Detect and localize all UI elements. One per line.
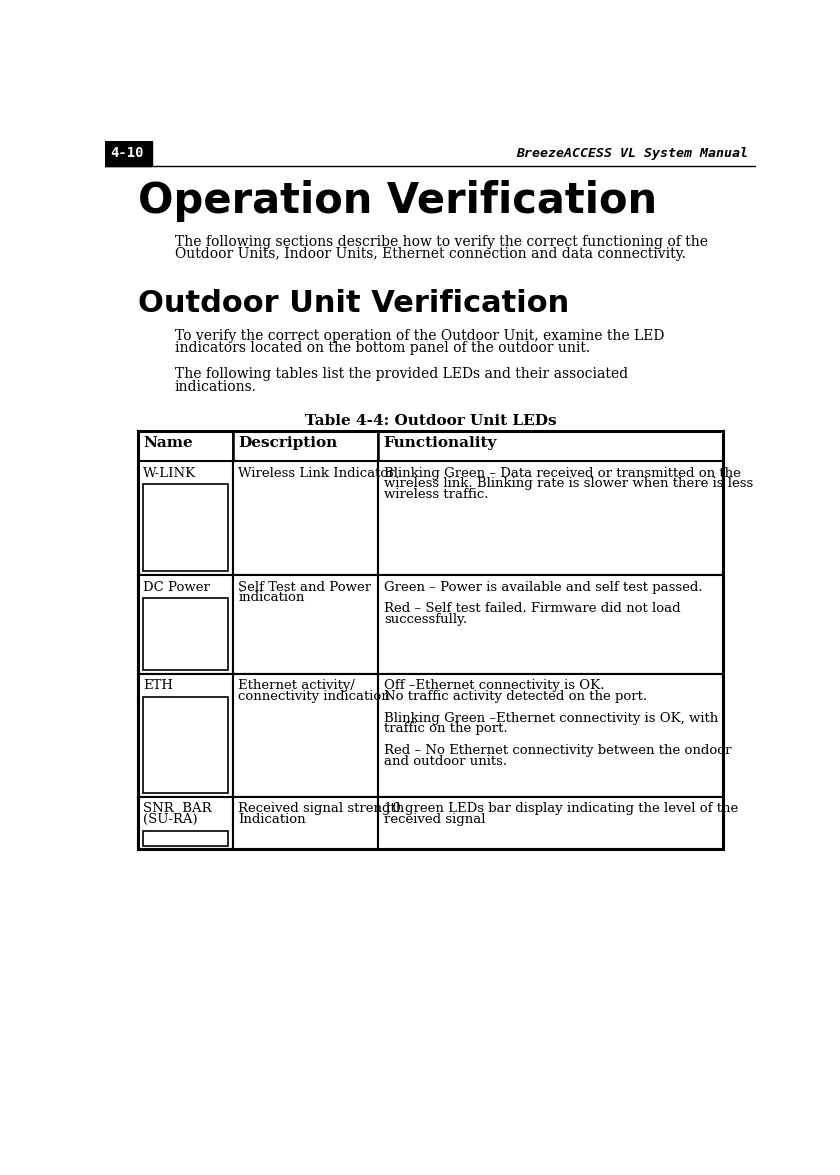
Text: Red – Self test failed. Firmware did not load: Red – Self test failed. Firmware did not… — [384, 603, 680, 616]
Text: Name: Name — [143, 436, 192, 450]
Bar — [378, 576, 723, 673]
Text: 4-10: 4-10 — [110, 147, 144, 160]
Bar — [138, 576, 233, 673]
Text: Wireless Link Indicator: Wireless Link Indicator — [239, 466, 395, 479]
Bar — [233, 797, 378, 850]
Text: and outdoor units.: and outdoor units. — [384, 754, 507, 767]
Text: Description: Description — [239, 436, 338, 450]
Text: Blinking Green – Data received or transmitted on the: Blinking Green – Data received or transm… — [384, 466, 741, 479]
Text: Blinking Green –Ethernet connectivity is OK, with: Blinking Green –Ethernet connectivity is… — [384, 712, 718, 725]
Bar — [378, 430, 723, 462]
Bar — [143, 598, 228, 670]
Bar — [233, 462, 378, 576]
Text: wireless traffic.: wireless traffic. — [384, 489, 489, 502]
Text: Red – No Ethernet connectivity between the ondoor: Red – No Ethernet connectivity between t… — [384, 744, 732, 757]
Text: received signal: received signal — [384, 813, 486, 826]
Bar — [233, 430, 378, 462]
Text: Outdoor Units, Indoor Units, Ethernet connection and data connectivity.: Outdoor Units, Indoor Units, Ethernet co… — [175, 247, 685, 261]
Text: The following tables list the provided LEDs and their associated: The following tables list the provided L… — [175, 368, 627, 382]
Bar — [378, 797, 723, 850]
Text: indication: indication — [239, 591, 305, 604]
Text: Off –Ethernet connectivity is OK.: Off –Ethernet connectivity is OK. — [384, 679, 604, 692]
Text: 10 green LEDs bar display indicating the level of the: 10 green LEDs bar display indicating the… — [384, 803, 738, 815]
Bar — [233, 673, 378, 797]
Text: Operation Verification: Operation Verification — [138, 180, 657, 222]
Text: connectivity indication: connectivity indication — [239, 690, 391, 703]
Bar — [378, 673, 723, 797]
Text: ETH: ETH — [143, 679, 173, 692]
Text: traffic on the port.: traffic on the port. — [384, 723, 507, 736]
Text: To verify the correct operation of the Outdoor Unit, examine the LED: To verify the correct operation of the O… — [175, 329, 664, 343]
Text: Table 4-4: Outdoor Unit LEDs: Table 4-4: Outdoor Unit LEDs — [305, 414, 556, 428]
Text: DC Power: DC Power — [143, 580, 210, 593]
Text: Functionality: Functionality — [383, 436, 496, 450]
Bar — [143, 831, 228, 846]
Bar — [138, 430, 723, 850]
Text: Green – Power is available and self test passed.: Green – Power is available and self test… — [384, 580, 702, 593]
Bar — [138, 462, 233, 576]
Bar — [138, 797, 233, 850]
Text: Self Test and Power: Self Test and Power — [239, 580, 371, 593]
Bar — [138, 430, 233, 462]
Text: No traffic activity detected on the port.: No traffic activity detected on the port… — [384, 690, 647, 703]
Text: Ethernet activity/: Ethernet activity/ — [239, 679, 355, 692]
Text: Indication: Indication — [239, 813, 306, 826]
Text: successfully.: successfully. — [384, 613, 467, 626]
Text: Outdoor Unit Verification: Outdoor Unit Verification — [138, 289, 569, 318]
Text: (SU-RA): (SU-RA) — [143, 813, 197, 826]
Text: indicators located on the bottom panel of the outdoor unit.: indicators located on the bottom panel o… — [175, 341, 590, 355]
Text: BreezeACCESS VL System Manual: BreezeACCESS VL System Manual — [517, 147, 748, 160]
Text: Received signal strength: Received signal strength — [239, 803, 405, 815]
Text: indications.: indications. — [175, 380, 257, 394]
Text: SNR  BAR: SNR BAR — [143, 803, 212, 815]
Bar — [143, 697, 228, 793]
Bar — [378, 462, 723, 576]
Text: wireless link. Blinking rate is slower when there is less: wireless link. Blinking rate is slower w… — [384, 477, 753, 490]
Bar — [143, 484, 228, 571]
Bar — [138, 673, 233, 797]
Text: W-LINK: W-LINK — [143, 466, 196, 479]
Bar — [105, 141, 151, 166]
Bar — [233, 576, 378, 673]
Text: The following sections describe how to verify the correct functioning of the: The following sections describe how to v… — [175, 235, 708, 249]
